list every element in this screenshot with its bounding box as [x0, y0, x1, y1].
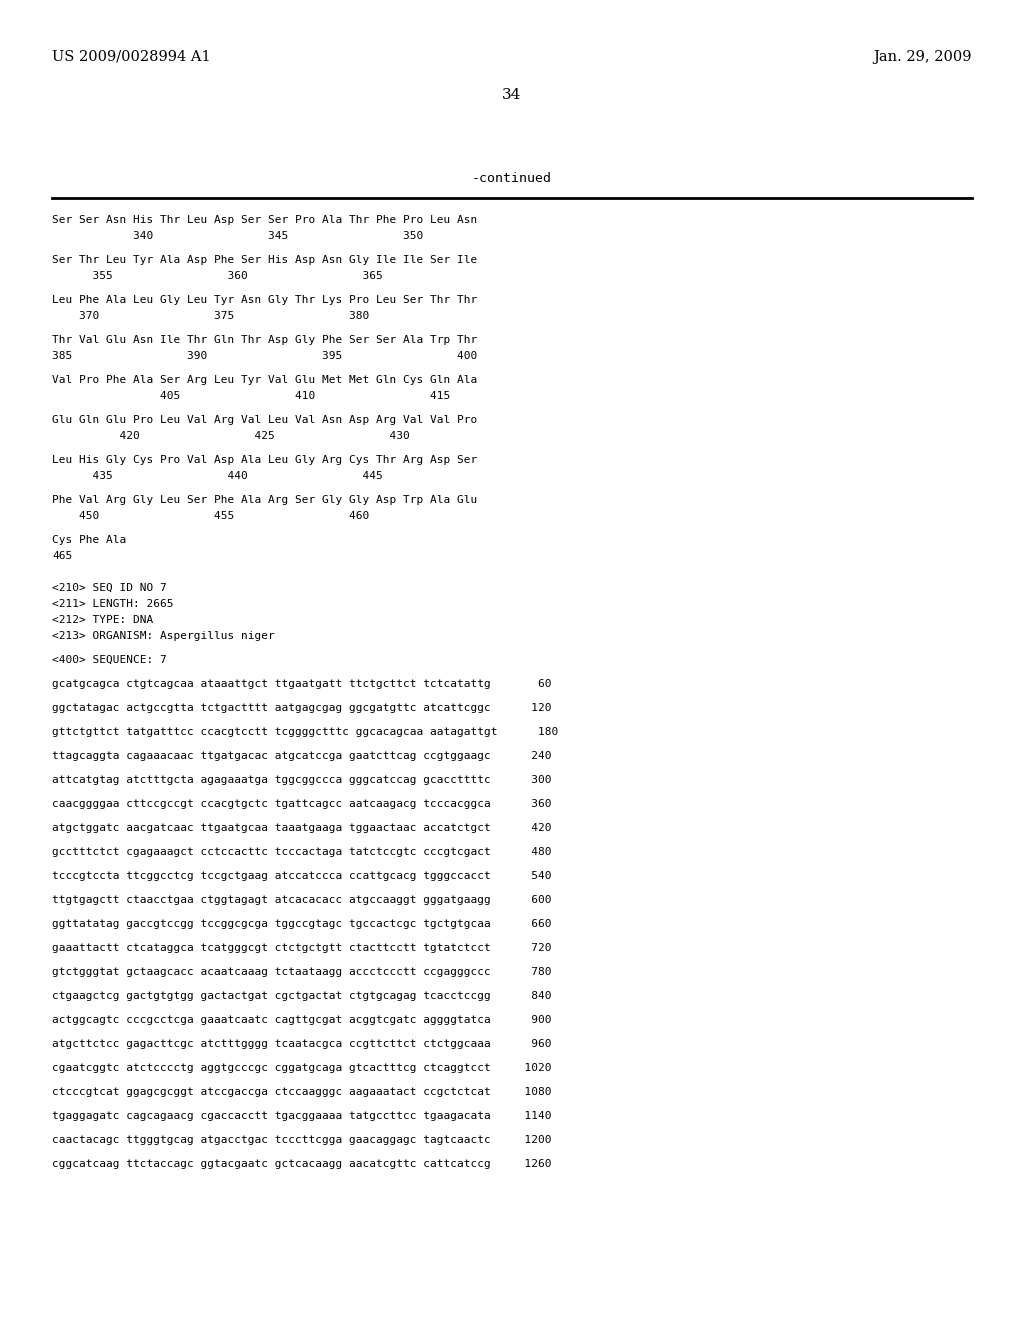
Text: gttctgttct tatgatttcc ccacgtcctt tcggggctttc ggcacagcaa aatagattgt      180: gttctgttct tatgatttcc ccacgtcctt tcggggc…: [52, 727, 558, 737]
Text: <210> SEQ ID NO 7: <210> SEQ ID NO 7: [52, 583, 167, 593]
Text: gcatgcagca ctgtcagcaa ataaattgct ttgaatgatt ttctgcttct tctcatattg       60: gcatgcagca ctgtcagcaa ataaattgct ttgaatg…: [52, 678, 552, 689]
Text: tgaggagatc cagcagaacg cgaccacctt tgacggaaaa tatgccttcc tgaagacata     1140: tgaggagatc cagcagaacg cgaccacctt tgacgga…: [52, 1111, 552, 1121]
Text: cggcatcaag ttctaccagc ggtacgaatc gctcacaagg aacatcgttc cattcatccg     1260: cggcatcaag ttctaccagc ggtacgaatc gctcaca…: [52, 1159, 552, 1170]
Text: -continued: -continued: [472, 172, 552, 185]
Text: gtctgggtat gctaagcacc acaatcaaag tctaataagg accctccctt ccgagggccc      780: gtctgggtat gctaagcacc acaatcaaag tctaata…: [52, 968, 552, 977]
Text: caacggggaa cttccgccgt ccacgtgctc tgattcagcc aatcaagacg tcccacggca      360: caacggggaa cttccgccgt ccacgtgctc tgattca…: [52, 799, 552, 809]
Text: Phe Val Arg Gly Leu Ser Phe Ala Arg Ser Gly Gly Asp Trp Ala Glu: Phe Val Arg Gly Leu Ser Phe Ala Arg Ser …: [52, 495, 477, 506]
Text: <400> SEQUENCE: 7: <400> SEQUENCE: 7: [52, 655, 167, 665]
Text: caactacagc ttgggtgcag atgacctgac tcccttcgga gaacaggagc tagtcaactc     1200: caactacagc ttgggtgcag atgacctgac tcccttc…: [52, 1135, 552, 1144]
Text: 435                 440                 445: 435 440 445: [52, 471, 383, 480]
Text: atgctggatc aacgatcaac ttgaatgcaa taaatgaaga tggaactaac accatctgct      420: atgctggatc aacgatcaac ttgaatgcaa taaatga…: [52, 822, 552, 833]
Text: 420                 425                 430: 420 425 430: [52, 432, 410, 441]
Text: Ser Thr Leu Tyr Ala Asp Phe Ser His Asp Asn Gly Ile Ile Ser Ile: Ser Thr Leu Tyr Ala Asp Phe Ser His Asp …: [52, 255, 477, 265]
Text: gaaattactt ctcataggca tcatgggcgt ctctgctgtt ctacttcctt tgtatctcct      720: gaaattactt ctcataggca tcatgggcgt ctctgct…: [52, 942, 552, 953]
Text: US 2009/0028994 A1: US 2009/0028994 A1: [52, 50, 211, 63]
Text: 370                 375                 380: 370 375 380: [52, 312, 370, 321]
Text: Leu His Gly Cys Pro Val Asp Ala Leu Gly Arg Cys Thr Arg Asp Ser: Leu His Gly Cys Pro Val Asp Ala Leu Gly …: [52, 455, 477, 465]
Text: Ser Ser Asn His Thr Leu Asp Ser Ser Pro Ala Thr Phe Pro Leu Asn: Ser Ser Asn His Thr Leu Asp Ser Ser Pro …: [52, 215, 477, 224]
Text: tcccgtccta ttcggcctcg tccgctgaag atccatccca ccattgcacg tgggccacct      540: tcccgtccta ttcggcctcg tccgctgaag atccatc…: [52, 871, 552, 880]
Text: ctcccgtcat ggagcgcggt atccgaccga ctccaagggc aagaaatact ccgctctcat     1080: ctcccgtcat ggagcgcggt atccgaccga ctccaag…: [52, 1086, 552, 1097]
Text: 385                 390                 395                 400: 385 390 395 400: [52, 351, 477, 360]
Text: Val Pro Phe Ala Ser Arg Leu Tyr Val Glu Met Met Gln Cys Gln Ala: Val Pro Phe Ala Ser Arg Leu Tyr Val Glu …: [52, 375, 477, 385]
Text: 34: 34: [503, 88, 521, 102]
Text: Thr Val Glu Asn Ile Thr Gln Thr Asp Gly Phe Ser Ser Ala Trp Thr: Thr Val Glu Asn Ile Thr Gln Thr Asp Gly …: [52, 335, 477, 345]
Text: cgaatcggtc atctcccctg aggtgcccgc cggatgcaga gtcactttcg ctcaggtcct     1020: cgaatcggtc atctcccctg aggtgcccgc cggatgc…: [52, 1063, 552, 1073]
Text: ggctatagac actgccgtta tctgactttt aatgagcgag ggcgatgttc atcattcggc      120: ggctatagac actgccgtta tctgactttt aatgagc…: [52, 704, 552, 713]
Text: 465: 465: [52, 550, 73, 561]
Text: Glu Gln Glu Pro Leu Val Arg Val Leu Val Asn Asp Arg Val Val Pro: Glu Gln Glu Pro Leu Val Arg Val Leu Val …: [52, 414, 477, 425]
Text: atgcttctcc gagacttcgc atctttgggg tcaatacgca ccgttcttct ctctggcaaa      960: atgcttctcc gagacttcgc atctttgggg tcaatac…: [52, 1039, 552, 1049]
Text: ttagcaggta cagaaacaac ttgatgacac atgcatccga gaatcttcag ccgtggaagc      240: ttagcaggta cagaaacaac ttgatgacac atgcatc…: [52, 751, 552, 762]
Text: gcctttctct cgagaaagct cctccacttc tcccactaga tatctccgtc cccgtcgact      480: gcctttctct cgagaaagct cctccacttc tcccact…: [52, 847, 552, 857]
Text: 405                 410                 415: 405 410 415: [52, 391, 451, 401]
Text: Leu Phe Ala Leu Gly Leu Tyr Asn Gly Thr Lys Pro Leu Ser Thr Thr: Leu Phe Ala Leu Gly Leu Tyr Asn Gly Thr …: [52, 294, 477, 305]
Text: 355                 360                 365: 355 360 365: [52, 271, 383, 281]
Text: ctgaagctcg gactgtgtgg gactactgat cgctgactat ctgtgcagag tcacctccgg      840: ctgaagctcg gactgtgtgg gactactgat cgctgac…: [52, 991, 552, 1001]
Text: <211> LENGTH: 2665: <211> LENGTH: 2665: [52, 599, 173, 609]
Text: ttgtgagctt ctaacctgaa ctggtagagt atcacacacc atgccaaggt gggatgaagg      600: ttgtgagctt ctaacctgaa ctggtagagt atcacac…: [52, 895, 552, 906]
Text: attcatgtag atctttgcta agagaaatga tggcggccca gggcatccag gcaccttttc      300: attcatgtag atctttgcta agagaaatga tggcggc…: [52, 775, 552, 785]
Text: ggttatatag gaccgtccgg tccggcgcga tggccgtagc tgccactcgc tgctgtgcaa      660: ggttatatag gaccgtccgg tccggcgcga tggccgt…: [52, 919, 552, 929]
Text: Cys Phe Ala: Cys Phe Ala: [52, 535, 126, 545]
Text: 340                 345                 350: 340 345 350: [52, 231, 423, 242]
Text: <212> TYPE: DNA: <212> TYPE: DNA: [52, 615, 154, 624]
Text: <213> ORGANISM: Aspergillus niger: <213> ORGANISM: Aspergillus niger: [52, 631, 274, 642]
Text: actggcagtc cccgcctcga gaaatcaatc cagttgcgat acggtcgatc aggggtatca      900: actggcagtc cccgcctcga gaaatcaatc cagttgc…: [52, 1015, 552, 1026]
Text: 450                 455                 460: 450 455 460: [52, 511, 370, 521]
Text: Jan. 29, 2009: Jan. 29, 2009: [873, 50, 972, 63]
